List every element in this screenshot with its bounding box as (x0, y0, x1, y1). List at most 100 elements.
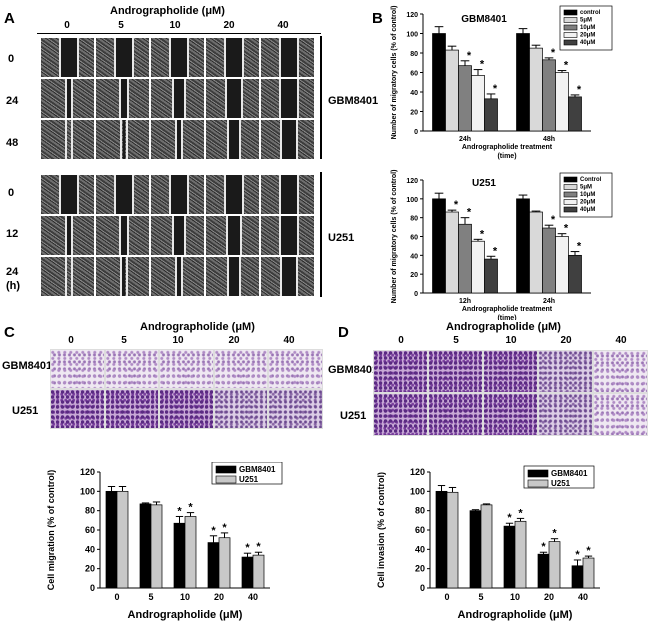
legend-swatch (527, 469, 549, 478)
significance-star: * (577, 84, 582, 96)
bar (542, 227, 556, 294)
bar (432, 198, 446, 294)
significance-star: * (507, 512, 512, 524)
y-axis-label: Number of migratory cells (% of control) (391, 170, 398, 304)
significance-star: * (564, 60, 569, 72)
x-axis-label: Andrographolide (μM) (128, 609, 243, 621)
y-tick-label: 60 (410, 71, 418, 78)
bar (139, 503, 152, 589)
legend-label: GBM8401 (551, 469, 588, 478)
x-axis-label: Andrographolide treatment (462, 144, 553, 151)
micrograph-image (150, 215, 205, 256)
micrograph-image (205, 174, 260, 215)
bar (432, 33, 446, 132)
bar (252, 554, 265, 589)
x-axis-label: Andrographolide treatment (462, 306, 553, 313)
legend-swatch (563, 17, 578, 23)
bar (458, 65, 472, 132)
bar (105, 490, 118, 589)
panel-a-label: A (4, 10, 15, 27)
significance-star: * (245, 542, 250, 554)
micrograph-image (104, 349, 159, 389)
bar (568, 96, 582, 132)
bar (514, 520, 527, 589)
micrograph-image (104, 389, 159, 429)
significance-star: * (551, 214, 556, 226)
panel-d-conc-0: 0 (398, 335, 404, 346)
legend-label: 20μM (580, 200, 595, 206)
bar (555, 236, 569, 294)
y-tick-label: 120 (410, 467, 425, 477)
y-tick-label: 80 (410, 216, 418, 223)
panel-c-conc-20: 20 (228, 335, 240, 346)
micrograph-image (260, 174, 315, 215)
panel-a-rule (37, 33, 321, 34)
y-tick-label: 40 (410, 253, 418, 260)
micrograph-image (428, 393, 483, 436)
micrograph-image (373, 350, 428, 393)
micrograph-image (95, 174, 150, 215)
panel-d-conc-10: 10 (505, 335, 517, 346)
legend-box (523, 465, 595, 489)
panel-a-header: Andrographolide (μM) (110, 5, 225, 17)
gbm-time-24: 24 (6, 95, 19, 107)
panel-a-conc-20: 20 (223, 20, 235, 31)
y-axis-label: Number of migratory cells (% of control) (391, 6, 398, 140)
bar (241, 556, 254, 589)
micrograph-image (205, 37, 260, 78)
panel-a-conc-5: 5 (118, 20, 124, 31)
significance-star: * (493, 83, 498, 95)
panel-a-conc-0: 0 (64, 20, 70, 31)
y-axis-label: Cell invasion (% of control) (376, 472, 386, 588)
y-tick-label: 20 (410, 110, 418, 117)
legend-swatch (215, 475, 237, 484)
label-gbm8401: GBM8401 (328, 95, 379, 107)
bar (218, 537, 231, 589)
legend-box (559, 172, 613, 218)
micrograph-image (260, 119, 315, 160)
y-tick-label: 100 (80, 486, 95, 496)
micrograph-image (95, 37, 150, 78)
u251-time-0: 0 (8, 187, 15, 199)
legend-swatch (563, 24, 578, 31)
micrograph-image (205, 215, 260, 256)
y-tick-label: 40 (410, 90, 418, 97)
micrograph-image (40, 256, 95, 297)
bar (548, 541, 561, 589)
x-tick-label: 20 (544, 592, 554, 602)
significance-star: * (454, 199, 459, 211)
bar (445, 211, 459, 294)
legend-label: 20μM (580, 33, 595, 39)
legend-swatch (563, 184, 578, 190)
y-tick-label: 60 (415, 525, 425, 535)
micrograph-image (40, 119, 95, 160)
x-tick-label: 5 (478, 592, 483, 602)
legend-box (211, 462, 283, 485)
significance-star: * (577, 241, 582, 253)
panel-c-conc-40: 40 (283, 335, 295, 346)
bar (529, 47, 543, 132)
micrograph-image (150, 119, 205, 160)
y-tick-label: 80 (415, 506, 425, 516)
legend-box (559, 5, 613, 51)
y-tick-label: 40 (85, 544, 95, 554)
label-u251: U251 (328, 232, 355, 244)
bar (484, 258, 498, 294)
micrograph-image (593, 393, 648, 436)
x-tick-label: 10 (510, 592, 520, 602)
legend-label: 5μM (580, 18, 592, 24)
micrograph-image (260, 37, 315, 78)
bar (116, 490, 129, 589)
bar (542, 59, 556, 132)
u251-time-12: 12 (6, 228, 19, 240)
legend-label: 5μM (580, 185, 592, 191)
micrograph-image (268, 389, 323, 429)
bar (582, 557, 595, 589)
x-tick-label: 40 (578, 592, 588, 602)
y-tick-label: 100 (406, 197, 418, 204)
micrograph-image (40, 37, 95, 78)
panel-d-conc-20: 20 (560, 335, 572, 346)
legend-label: control (580, 10, 601, 16)
x-tick-label: 20 (214, 592, 224, 602)
